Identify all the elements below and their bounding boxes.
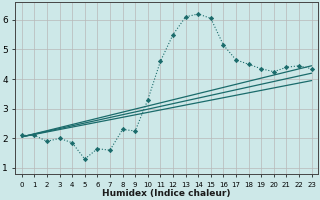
X-axis label: Humidex (Indice chaleur): Humidex (Indice chaleur) xyxy=(102,189,231,198)
